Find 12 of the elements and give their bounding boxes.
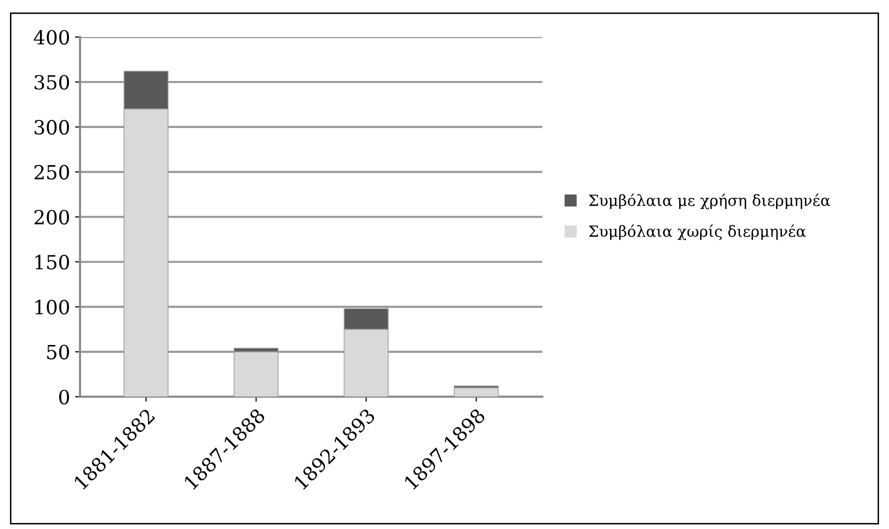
- y-tick-label: 0: [59, 390, 69, 404]
- y-tick-label: 100: [36, 300, 69, 314]
- y-tick-label: 300: [34, 120, 69, 135]
- y-tick-label: 200: [34, 210, 69, 225]
- y-tick-label: 150: [36, 254, 69, 270]
- y-tick-label: 400: [34, 30, 69, 45]
- y-tick-label: 50: [47, 344, 69, 360]
- y-tick-label: 350: [34, 74, 69, 90]
- legend-label: Συμβόλαια χωρίς διερμηνέα: [588, 224, 806, 240]
- legend-label: Συμβόλαια με χρήση διερμηνέα: [588, 194, 830, 210]
- y-tick-label: 250: [34, 164, 69, 180]
- bar: [454, 387, 499, 397]
